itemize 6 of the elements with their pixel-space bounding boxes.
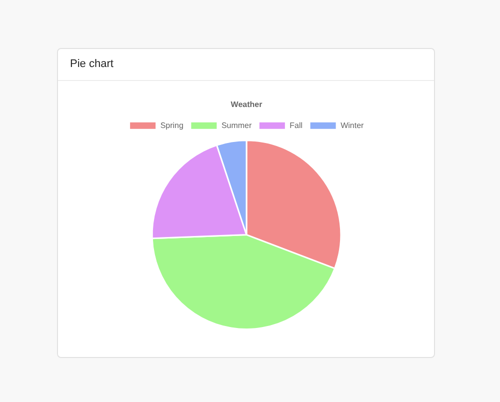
chart-subtitle: Weather — [230, 100, 262, 110]
legend-label: Summer — [221, 120, 252, 130]
legend-label: Spring — [160, 120, 184, 130]
legend-label: Fall — [290, 120, 303, 130]
chart-title: Pie chart — [58, 49, 434, 81]
legend-label: Winter — [340, 120, 364, 130]
